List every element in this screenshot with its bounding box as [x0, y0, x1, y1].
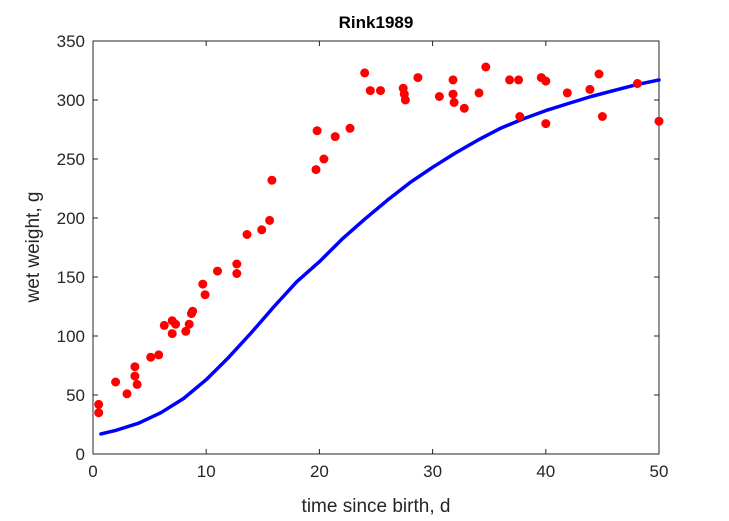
- data-point: [188, 306, 198, 316]
- data-point: [167, 329, 177, 339]
- y-tick-label: 350: [57, 32, 85, 51]
- data-point: [481, 62, 491, 72]
- data-point: [213, 266, 222, 276]
- x-tick-label: 20: [310, 462, 329, 481]
- data-point: [232, 269, 242, 278]
- data-point: [198, 279, 208, 289]
- y-tick-label: 200: [57, 209, 85, 228]
- data-points-layer: [94, 62, 664, 418]
- data-point: [265, 215, 275, 225]
- data-point: [562, 88, 572, 98]
- y-tick-label: 50: [66, 386, 85, 405]
- y-tick-label: 0: [76, 445, 85, 464]
- data-point: [312, 126, 322, 136]
- y-tick-label: 250: [57, 150, 85, 169]
- data-point: [505, 75, 515, 85]
- data-point: [434, 92, 444, 101]
- data-point: [448, 75, 458, 85]
- data-point: [654, 116, 664, 126]
- x-tick-label: 30: [423, 462, 442, 481]
- data-point: [94, 408, 104, 418]
- plot-area-frame: [92, 40, 660, 455]
- y-tick-label: 100: [57, 327, 85, 346]
- data-point: [154, 350, 164, 360]
- data-point: [594, 69, 604, 79]
- data-point: [448, 89, 458, 99]
- x-tick-label: 0: [88, 462, 97, 481]
- data-point: [232, 259, 242, 269]
- data-point: [257, 225, 267, 235]
- data-point: [130, 362, 140, 372]
- model-curve: [99, 78, 661, 436]
- x-tick-label: 50: [650, 462, 669, 481]
- data-point: [376, 86, 385, 96]
- data-point: [159, 320, 169, 330]
- data-point: [146, 352, 156, 362]
- data-point: [365, 86, 375, 96]
- data-point: [360, 68, 370, 78]
- data-point: [242, 230, 252, 239]
- data-point: [122, 389, 132, 399]
- data-point: [400, 95, 410, 105]
- data-point: [585, 84, 595, 94]
- data-point: [514, 75, 524, 85]
- data-point: [413, 73, 423, 83]
- data-point: [633, 79, 642, 88]
- data-point: [130, 371, 140, 381]
- model-curve-layer: [99, 78, 661, 436]
- y-tick-label: 300: [57, 91, 85, 110]
- data-point: [330, 132, 340, 142]
- data-point: [449, 97, 459, 107]
- data-point: [515, 112, 525, 121]
- data-point: [459, 103, 469, 113]
- data-point: [311, 165, 321, 175]
- x-tick-label: 40: [536, 462, 555, 481]
- data-point: [111, 377, 121, 387]
- data-point: [541, 119, 551, 129]
- data-point: [132, 379, 142, 389]
- data-point: [267, 175, 277, 185]
- data-point: [345, 123, 355, 133]
- data-point: [200, 290, 210, 300]
- x-tick-label: 10: [197, 462, 216, 481]
- y-tick-label: 150: [57, 268, 85, 287]
- data-point: [597, 112, 607, 121]
- data-point: [171, 319, 181, 329]
- data-point: [541, 76, 551, 86]
- data-point: [319, 154, 329, 164]
- chart-title: Rink1989: [339, 13, 414, 32]
- data-point: [94, 399, 104, 409]
- data-point: [184, 319, 194, 329]
- axis-ticks: 0 10 20 30 40 50 0 50 100 150 200 250 300 350: [57, 32, 669, 481]
- data-point: [181, 326, 191, 336]
- y-axis-label: wet weight, g: [23, 192, 44, 304]
- x-axis-label: time since birth, d: [302, 496, 451, 517]
- data-point: [474, 88, 484, 98]
